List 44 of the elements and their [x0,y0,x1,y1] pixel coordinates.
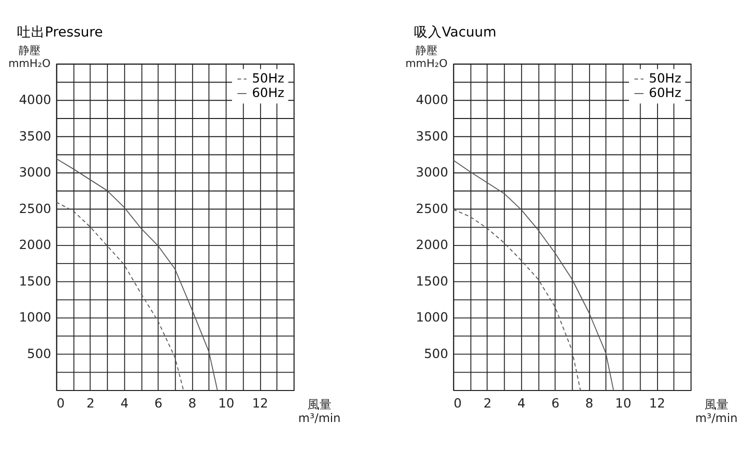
x-tick-label: 6 [154,396,162,411]
y-tick-label: 3500 [416,128,448,144]
y-tick-label: 4000 [416,92,448,108]
x-tick-label: 8 [585,396,594,411]
legend-label: 50Hz [252,70,285,86]
legend-label: 50Hz [648,70,682,86]
x-tick-label: 12 [649,396,666,411]
y-axis-title: 静壓 mmH₂O [8,44,51,70]
y-tick-label: 1500 [18,273,52,288]
y-tick-label: 2500 [18,200,52,216]
x-tick-label: 2 [484,396,492,411]
y-tick-label: 3000 [416,164,448,180]
line-series [56,202,184,390]
y-tick-label: 3500 [18,128,52,144]
x-axis-title: 風量 m³/min [695,398,738,426]
x-tick-label: 4 [120,396,129,411]
legend-label: 60Hz [252,85,285,100]
y-axis-title: 静壓 mmH₂O [405,44,448,70]
y-tick-label: 2000 [18,237,52,252]
x-tick-label: 0 [454,396,462,411]
x-tick-label: 4 [517,396,526,411]
line-series [56,158,218,390]
x-tick-label: 10 [615,396,632,411]
line-series [452,208,581,390]
y-tick-label: 1500 [416,273,448,288]
x-tick-label: 10 [218,396,234,411]
y-tick-label: 2500 [416,200,448,216]
y-tick-label: 500 [424,346,448,361]
x-axis-title: 風量 m³/min [298,398,341,426]
legend-label: 60Hz [648,85,682,100]
x-tick-label: 6 [551,396,560,411]
y-tick-label: 2000 [416,237,448,252]
x-tick-label: 2 [86,396,95,411]
y-tick-label: 1000 [18,310,52,325]
x-tick-label: 8 [188,396,196,411]
y-tick-label: 1000 [416,310,448,325]
line-series [452,160,614,390]
chart-title: 吐出Pressure [16,24,103,40]
y-tick-label: 4000 [18,92,52,108]
chart-title: 吸入Vacuum [414,24,496,40]
y-tick-label: 500 [27,346,52,361]
x-tick-label: 12 [252,396,268,411]
x-tick-label: 0 [56,396,65,411]
y-tick-label: 3000 [18,164,52,180]
